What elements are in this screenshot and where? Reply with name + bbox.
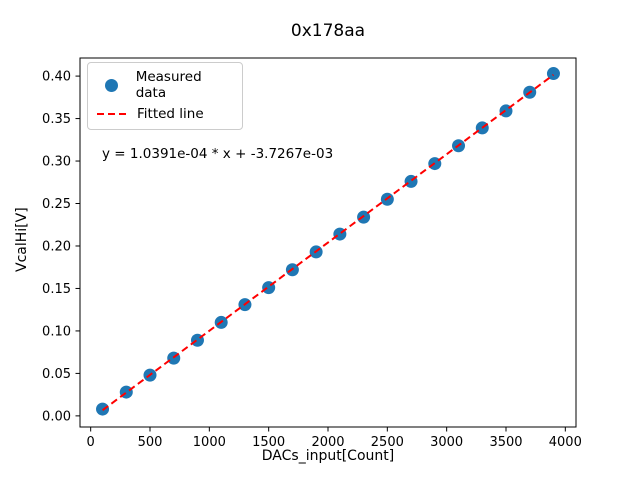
x-tick-label: 3500 xyxy=(489,435,522,450)
legend: Measured data Fitted line xyxy=(87,62,243,130)
chart-title: 0x178aa xyxy=(290,21,366,41)
legend-item-measured-data: Measured data xyxy=(97,69,232,101)
y-tick-label: 0.20 xyxy=(42,239,71,254)
x-tick-label: 2000 xyxy=(311,435,344,450)
fitted-line-marker-icon xyxy=(97,112,127,116)
fitted-line xyxy=(101,73,555,412)
y-tick-label: 0.15 xyxy=(42,282,71,297)
y-tick-label: 0.30 xyxy=(42,155,71,170)
x-tick-label: 0 xyxy=(87,435,95,450)
x-tick-label: 2500 xyxy=(371,435,404,450)
y-tick-label: 0.25 xyxy=(42,197,71,212)
blue-dot-icon xyxy=(104,78,118,92)
measured-data-point xyxy=(546,67,560,81)
legend-label-measured-data: Measured data xyxy=(135,69,202,101)
measured-data-marker-icon xyxy=(97,78,126,92)
y-axis-label: VcalHi[V] xyxy=(14,207,30,272)
y-tick-label: 0.05 xyxy=(42,367,71,382)
red-dashed-line-icon xyxy=(97,113,127,115)
fit-equation: y = 1.0391e-04 * x + -3.7267e-03 xyxy=(102,146,334,162)
x-tick-label: 1000 xyxy=(193,435,226,450)
x-tick-label: 500 xyxy=(138,435,163,450)
legend-item-fitted-line: Fitted line xyxy=(97,106,232,122)
x-tick-label: 4000 xyxy=(549,435,582,450)
x-axis-label: DACs_input[Count] xyxy=(261,448,395,464)
y-tick-label: 0.35 xyxy=(42,112,71,127)
legend-label-fitted-line: Fitted line xyxy=(137,106,204,122)
x-tick-label: 3000 xyxy=(430,435,463,450)
y-tick-label: 0.40 xyxy=(42,70,71,85)
y-tick-label: 0.00 xyxy=(42,409,71,424)
x-tick-label: 1500 xyxy=(252,435,285,450)
y-tick-label: 0.10 xyxy=(42,324,71,339)
